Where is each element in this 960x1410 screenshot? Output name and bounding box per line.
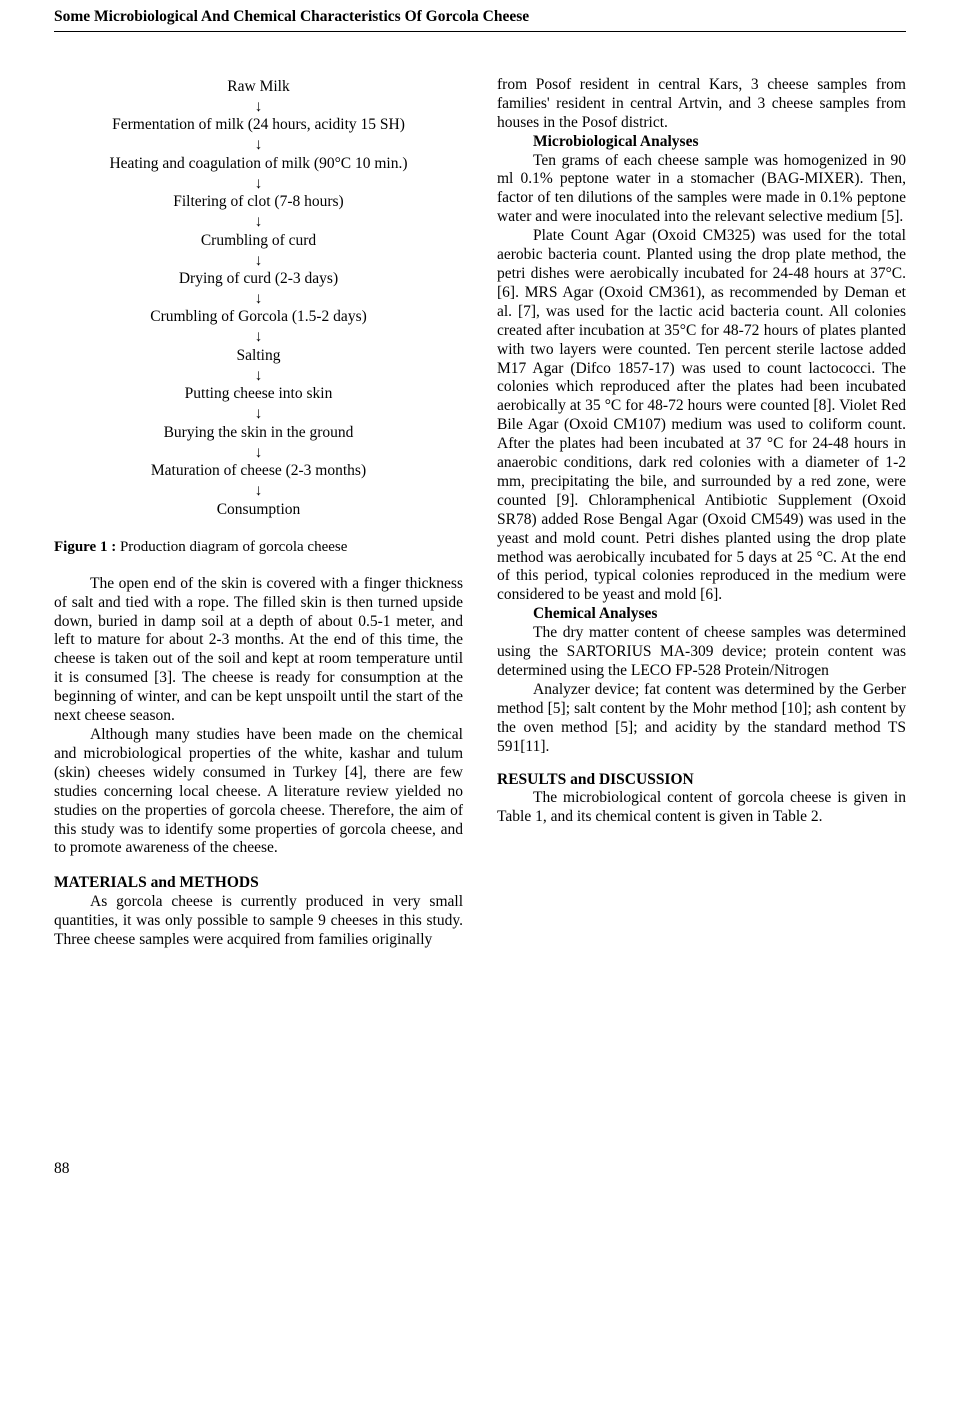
header-rule <box>54 31 906 32</box>
subsection-heading: Chemical Analyses <box>497 605 906 624</box>
body-paragraph: The dry matter content of cheese samples… <box>497 624 906 681</box>
diagram-step: Putting cheese into skin <box>54 384 463 405</box>
body-paragraph: The open end of the skin is covered with… <box>54 575 463 726</box>
diagram-step: Filtering of clot (7-8 hours) <box>54 192 463 213</box>
process-diagram: Raw Milk↓Fermentation of milk (24 hours,… <box>54 77 463 521</box>
down-arrow-icon: ↓ <box>54 99 463 115</box>
section-heading: RESULTS and DISCUSSION <box>497 771 906 790</box>
section-heading: MATERIALS and METHODS <box>54 874 463 893</box>
diagram-step: Crumbling of curd <box>54 231 463 252</box>
two-column-layout: Raw Milk↓Fermentation of milk (24 hours,… <box>54 76 906 950</box>
right-column: from Posof resident in central Kars, 3 c… <box>497 76 906 950</box>
down-arrow-icon: ↓ <box>54 483 463 499</box>
figure-caption: Figure 1 : Production diagram of gorcola… <box>54 538 463 556</box>
down-arrow-icon: ↓ <box>54 253 463 269</box>
body-paragraph: Ten grams of each cheese sample was homo… <box>497 152 906 228</box>
diagram-step: Raw Milk <box>54 77 463 98</box>
diagram-step: Burying the skin in the ground <box>54 423 463 444</box>
down-arrow-icon: ↓ <box>54 137 463 153</box>
figure-label: Figure 1 : <box>54 539 120 555</box>
body-paragraph: Analyzer device; fat content was determi… <box>497 681 906 757</box>
body-paragraph: The microbiological content of gorcola c… <box>497 789 906 827</box>
figure-caption-text: Production diagram of gorcola cheese <box>120 539 347 555</box>
body-paragraph: As gorcola cheese is currently produced … <box>54 893 463 950</box>
diagram-step: Maturation of cheese (2-3 months) <box>54 461 463 482</box>
down-arrow-icon: ↓ <box>54 445 463 461</box>
diagram-step: Drying of curd (2-3 days) <box>54 269 463 290</box>
diagram-step: Consumption <box>54 500 463 521</box>
subsection-heading: Microbiological Analyses <box>497 133 906 152</box>
body-paragraph: from Posof resident in central Kars, 3 c… <box>497 76 906 133</box>
down-arrow-icon: ↓ <box>54 176 463 192</box>
left-column: Raw Milk↓Fermentation of milk (24 hours,… <box>54 76 463 950</box>
down-arrow-icon: ↓ <box>54 368 463 384</box>
running-header: Some Microbiological And Chemical Charac… <box>54 8 906 27</box>
diagram-step: Fermentation of milk (24 hours, acidity … <box>54 115 463 136</box>
down-arrow-icon: ↓ <box>54 329 463 345</box>
diagram-step: Crumbling of Gorcola (1.5-2 days) <box>54 307 463 328</box>
body-paragraph: Plate Count Agar (Oxoid CM325) was used … <box>497 227 906 605</box>
down-arrow-icon: ↓ <box>54 214 463 230</box>
down-arrow-icon: ↓ <box>54 406 463 422</box>
diagram-step: Salting <box>54 346 463 367</box>
body-paragraph: Although many studies have been made on … <box>54 726 463 858</box>
page-number: 88 <box>54 1160 906 1179</box>
diagram-step: Heating and coagulation of milk (90°C 10… <box>54 154 463 175</box>
down-arrow-icon: ↓ <box>54 291 463 307</box>
